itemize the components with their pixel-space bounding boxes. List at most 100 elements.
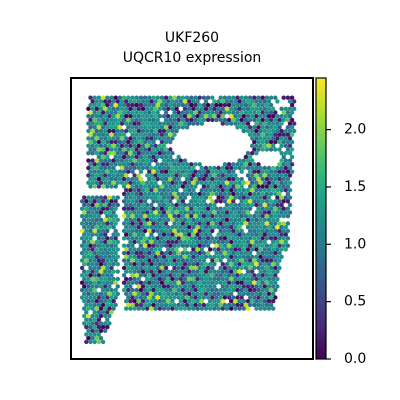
spot (273, 221, 278, 226)
spot (79, 199, 85, 204)
spot (96, 324, 102, 330)
spot (98, 121, 104, 126)
spot (231, 250, 236, 256)
spot (195, 121, 200, 126)
spot (147, 154, 152, 160)
spot (260, 273, 265, 278)
spot (155, 132, 160, 137)
spot (161, 210, 167, 215)
spot (176, 191, 181, 197)
spot (268, 169, 274, 174)
spot (197, 221, 202, 226)
spot (157, 306, 162, 311)
spot (266, 106, 272, 112)
spot (138, 273, 144, 278)
spot (161, 239, 167, 245)
spot (277, 184, 282, 189)
spot (168, 95, 173, 100)
spot (191, 165, 196, 171)
spot (208, 225, 213, 230)
spot (205, 206, 211, 211)
spot (119, 99, 125, 104)
spot (241, 106, 246, 112)
spot (184, 176, 190, 182)
spot (130, 162, 135, 167)
spot (90, 306, 95, 311)
spot (126, 243, 131, 248)
spot (254, 165, 259, 171)
spot (218, 280, 223, 285)
spot (226, 199, 232, 204)
spot (245, 210, 251, 215)
spot (178, 158, 183, 163)
spot (220, 269, 225, 274)
spot (138, 228, 144, 234)
spot (273, 228, 278, 234)
spot (176, 287, 181, 293)
spot (231, 258, 236, 263)
spot (285, 213, 291, 219)
spot (172, 125, 177, 130)
spot (126, 154, 131, 160)
spot (222, 213, 228, 219)
spot (166, 262, 171, 267)
spot (138, 213, 144, 219)
spot (157, 269, 162, 274)
spot (100, 199, 106, 204)
spot (90, 99, 95, 104)
spot (191, 173, 196, 178)
spot (98, 232, 104, 237)
spot (168, 169, 173, 174)
spot (140, 306, 146, 311)
spot (231, 228, 236, 234)
spot (142, 258, 148, 263)
spot (262, 247, 267, 252)
spot (222, 302, 228, 308)
spot (203, 114, 209, 119)
spot (147, 117, 152, 123)
spot (138, 199, 144, 204)
spot (126, 206, 131, 211)
spot (157, 299, 162, 304)
spot (222, 236, 228, 241)
spot (145, 247, 150, 252)
spot (98, 158, 104, 163)
spot (285, 147, 291, 152)
spot (226, 302, 232, 308)
spot (136, 121, 141, 126)
spot (224, 254, 230, 259)
spot (176, 228, 181, 234)
spot (220, 232, 225, 237)
spot (199, 106, 204, 112)
spot (195, 180, 200, 185)
spot (126, 228, 131, 234)
spot (252, 295, 257, 300)
spot (264, 213, 270, 219)
spot (124, 284, 129, 289)
spot (155, 250, 160, 256)
spot (182, 173, 188, 178)
spot (205, 273, 211, 278)
spot (222, 117, 228, 123)
spot (199, 114, 204, 119)
spot (134, 110, 139, 115)
spot (208, 232, 213, 237)
spot (138, 117, 144, 123)
spot (149, 225, 154, 230)
spot (275, 284, 280, 289)
spot (107, 321, 112, 326)
spot (151, 191, 156, 197)
spot (258, 306, 263, 311)
spot (121, 287, 127, 293)
spot (107, 217, 112, 222)
spot (155, 199, 160, 204)
spot (237, 188, 242, 193)
spot (201, 250, 207, 256)
spot (94, 254, 100, 259)
spot (88, 287, 93, 293)
spot (107, 106, 112, 112)
spot (256, 125, 261, 130)
spot (210, 213, 215, 219)
spot (271, 106, 276, 112)
spot (189, 206, 194, 211)
